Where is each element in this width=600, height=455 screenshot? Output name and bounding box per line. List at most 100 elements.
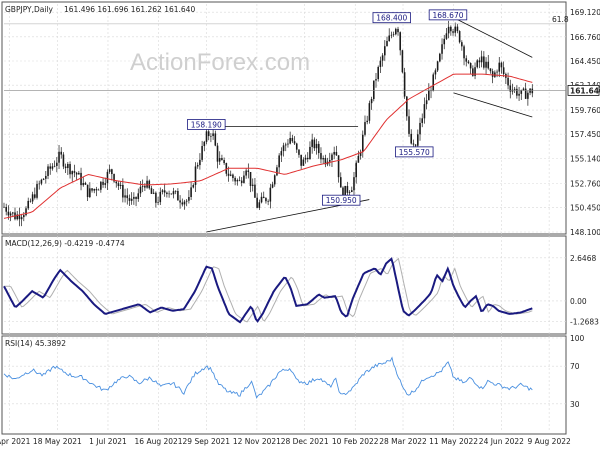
candle-body [309,146,311,160]
candle-body [390,34,393,36]
trendline [453,92,533,118]
candle-body [267,201,269,202]
candle-body [313,139,316,149]
annotation-box [372,12,411,24]
candle-body [135,196,137,199]
candle-body [113,174,115,182]
candle-body [115,181,118,184]
candle-body [372,80,375,100]
annotation-box [428,9,468,21]
candle-body [364,122,366,135]
candle-body [370,99,373,104]
candle-body [293,141,296,144]
candle-body [412,143,415,145]
candle-body [247,170,250,172]
candle-body [254,184,256,198]
x-tick-label: 9 Aug 2022 [527,437,570,446]
candle-body [355,162,357,178]
candle-body [9,213,12,216]
candle-body [480,56,483,63]
macd-header: MACD(12,26,9) -0.4219 -0.4774 [5,239,125,248]
x-tick-label: 28 Dec 2021 [281,437,329,446]
candle-body [45,175,47,179]
candle-body [221,158,223,161]
candle-body [425,100,428,105]
candle-body [245,170,247,176]
price-tick-label: 169.120 [570,8,600,17]
candle-body [465,58,468,62]
candle-body [3,206,5,208]
candle-body [196,165,199,167]
candle-body [238,180,241,181]
x-tick-label: 29 Sep 2021 [183,437,231,446]
candle-body [271,184,274,188]
candle-body [251,184,254,186]
candle-body [408,116,410,134]
candle-body [472,68,474,76]
candle-body [262,196,265,199]
candle-body [461,42,463,47]
candle-body [49,166,52,169]
candle-body [531,88,534,94]
price-tick-label: 150.450 [570,203,600,212]
candle-body [155,192,157,203]
x-tick-label: 24 Jun 2022 [479,437,524,446]
candle-body [335,151,338,156]
candle-body [452,31,454,33]
candle-body [284,144,287,146]
candle-body [447,26,450,34]
candle-body [190,187,192,198]
candle-body [227,173,230,176]
candle-body [31,194,34,202]
candle-body [304,157,307,160]
candle-body [379,60,382,67]
last-price-label: 161.640 [570,86,600,95]
candle-body [522,88,525,90]
candle-body [276,167,278,176]
candle-body [324,157,327,165]
macd-tick-label: -1.2683 [570,318,599,327]
annotation-label: 158.190 [191,120,222,129]
candle-body [130,198,133,201]
candle-body [122,184,124,198]
candle-body [203,141,206,147]
macd-pane [1,235,567,335]
candle-body [478,60,481,63]
candle-body [60,151,63,155]
candle-body [144,186,146,188]
candle-body [315,143,318,149]
candle-body [306,157,309,160]
candle-body [117,183,120,186]
candle-body [146,180,148,188]
candle-body [320,153,322,160]
candle-body [483,56,485,68]
candle-body [5,207,8,212]
candle-body [207,131,210,137]
trendline [453,17,533,58]
candle-body [58,151,60,163]
x-tick-label: 10 Feb 2022 [332,437,379,446]
candle-body [166,192,168,194]
candle-body [73,171,76,173]
rsi-line [3,356,533,399]
candle-body [205,131,208,142]
candle-body [34,194,36,198]
candle-body [210,136,212,137]
candle-body [450,26,452,32]
candle-body [42,178,45,180]
candle-body [509,85,512,92]
candle-body [80,172,82,186]
candle-body [12,212,14,214]
candle-body [527,92,529,99]
candle-body [236,180,239,182]
rsi-tick-label: 70 [570,362,580,371]
candle-body [95,189,98,191]
candle-body [82,182,85,186]
candle-body [216,145,219,162]
candle-body [287,143,289,145]
candle-body [89,188,91,198]
candle-body [104,183,107,185]
candle-body [375,79,377,81]
price-pane [1,1,567,235]
candle-body [161,190,164,192]
